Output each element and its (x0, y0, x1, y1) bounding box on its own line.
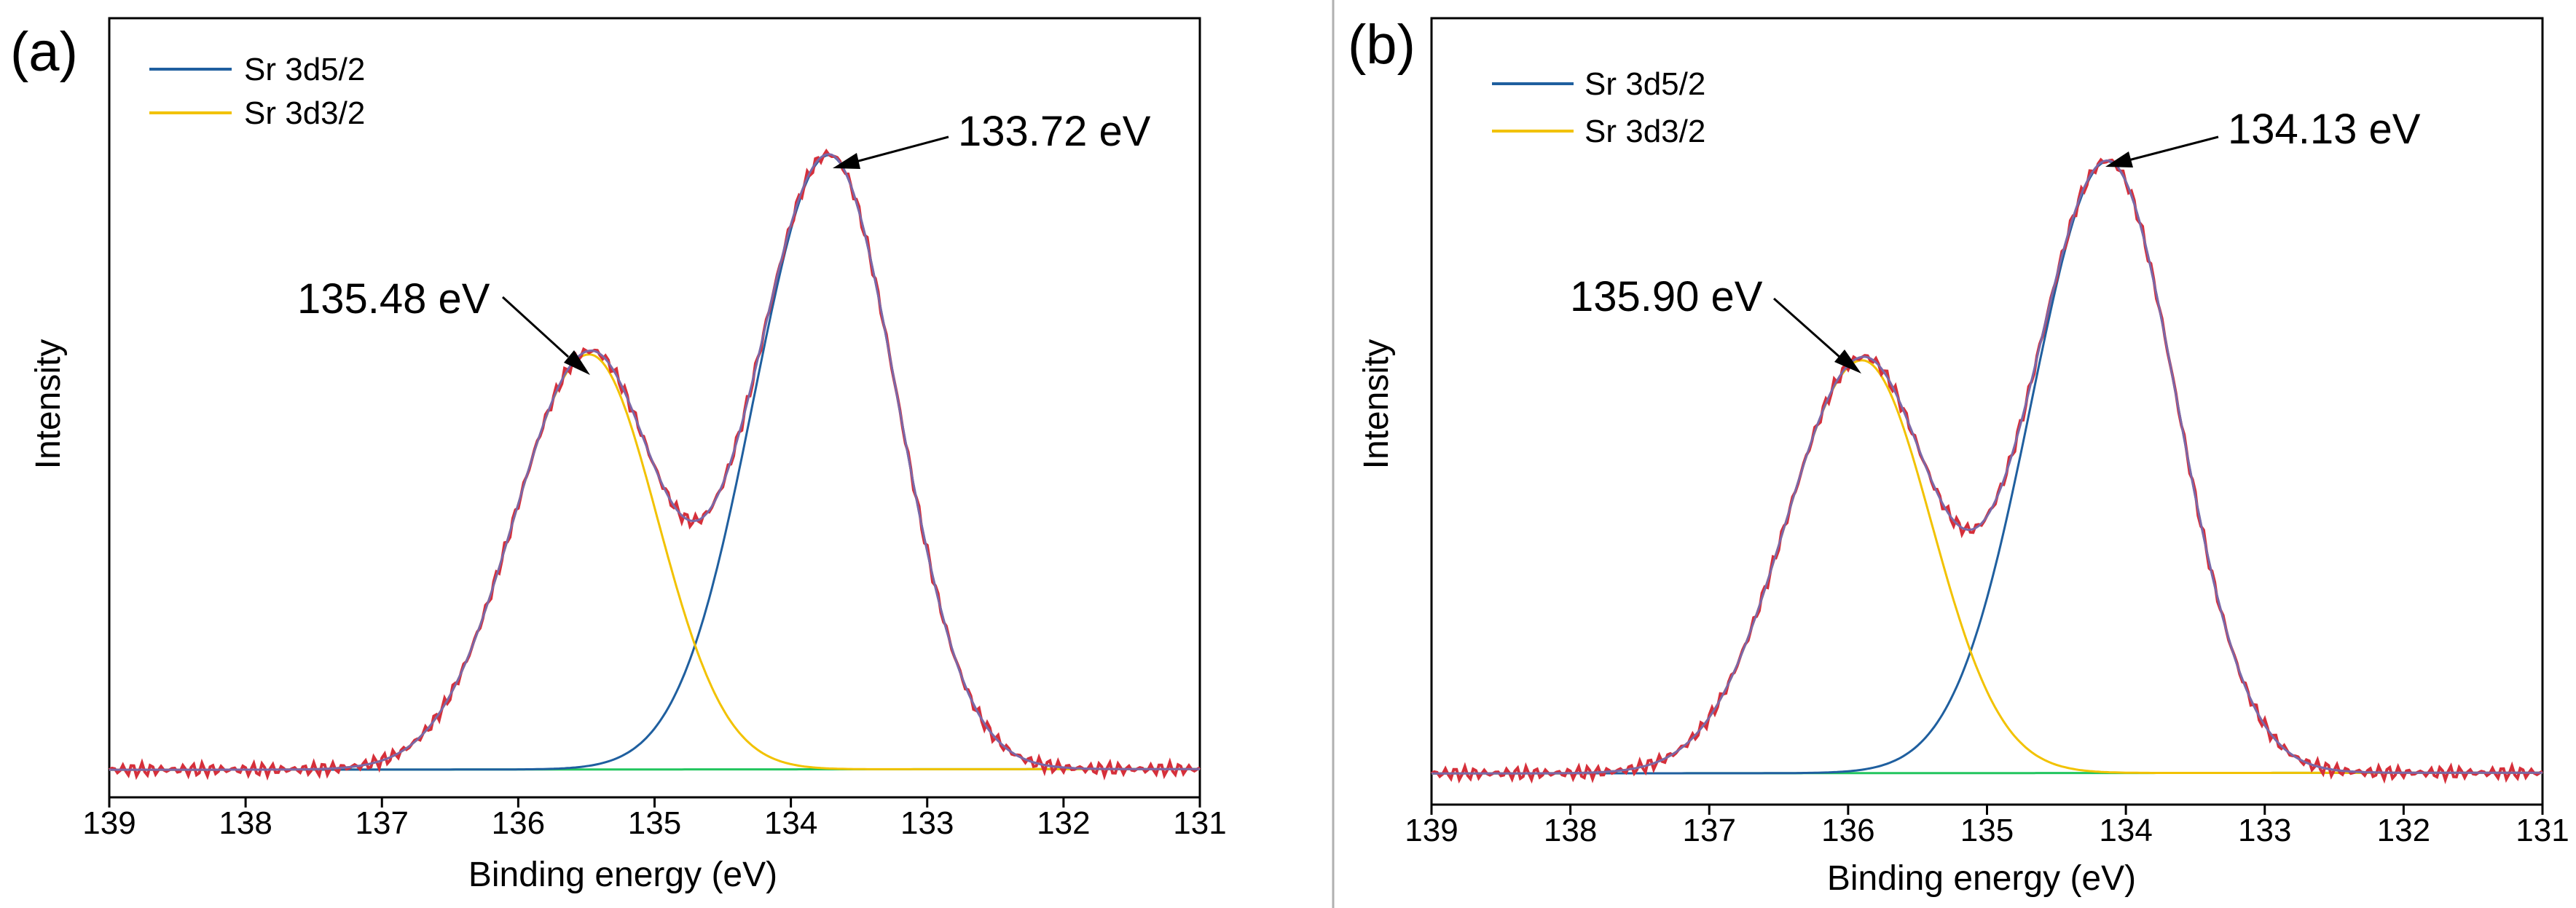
panel-a-tick-label-138: 138 (219, 805, 272, 841)
panel-b-x-axis-label: Binding energy (eV) (1827, 859, 2136, 898)
panel-b-legend-label-sr-3d5: Sr 3d5/2 (1585, 66, 1705, 102)
panel-a-legend-label-sr-3d5: Sr 3d5/2 (244, 52, 365, 87)
panel-b-legend: Sr 3d5/2 Sr 3d3/2 (1492, 66, 1705, 149)
panel-b-tick-label-135: 135 (1960, 813, 2014, 848)
panel-a-tick-label-139: 139 (82, 805, 136, 841)
panel-a-y-axis-label: Intensity (29, 339, 68, 470)
panel-b-legend-label-sr-3d3: Sr 3d3/2 (1585, 114, 1705, 149)
panel-b-annotation-134-13: 134.13 eV (2228, 106, 2421, 153)
panel-a: (a) 139 138 137 136 135 134 133 132 131 Binding … (10, 17, 1227, 894)
panel-b-tick-label-132: 132 (2377, 813, 2430, 848)
panel-b: (b) 139 138 137 136 135 134 133 132 131 Binding … (1348, 14, 2569, 898)
panel-a-tick-label-135: 135 (628, 805, 681, 841)
panel-a-series-sr-3d5-2 (109, 154, 1200, 771)
panel-b-tick-label-136: 136 (1821, 813, 1874, 848)
panel-a-arrowhead-135-48 (564, 350, 590, 375)
panel-b-arrowhead-135-90 (1834, 350, 1861, 374)
panel-a-x-axis-label: Binding energy (eV) (468, 856, 777, 894)
panel-b-annotation-135-90: 135.90 eV (1570, 273, 1763, 320)
panel-a-x-axis: 139 138 137 136 135 134 133 132 131 (82, 797, 1227, 841)
panel-a-raw-data-line (109, 149, 1201, 781)
panel-b-series-sr-3d5-2 (1432, 160, 2542, 775)
panel-b-series-sr-3d3-2 (1432, 359, 2542, 775)
panel-a-arrowhead-133-72 (833, 153, 860, 169)
panel-b-label: (b) (1348, 14, 1415, 76)
panel-a-label: (a) (10, 21, 78, 83)
panel-b-arrow-135-90 (1773, 297, 1840, 358)
panel-b-tick-label-134: 134 (2099, 813, 2152, 848)
panel-a-tick-label-133: 133 (900, 805, 954, 841)
panel-a-arrow-133-72 (855, 135, 949, 163)
panel-b-plot-area (1430, 157, 2543, 784)
panel-a-annotation-135-48: 135.48 eV (297, 275, 490, 323)
panel-a-legend: Sr 3d5/2 Sr 3d3/2 (149, 52, 365, 131)
panel-b-x-axis: 139 138 137 136 135 134 133 132 131 (1405, 805, 2569, 848)
panel-b-tick-label-139: 139 (1405, 813, 1458, 848)
panel-a-legend-label-sr-3d3: Sr 3d3/2 (244, 95, 365, 131)
panel-a-tick-label-136: 136 (492, 805, 545, 841)
panel-a-series-sr-3d3-2 (109, 353, 1200, 771)
panel-b-envelope-fit-line (1432, 159, 2542, 775)
panel-b-tick-label-137: 137 (1683, 813, 1736, 848)
panel-b-tick-label-138: 138 (1544, 813, 1597, 848)
panel-b-tick-label-131: 131 (2516, 813, 2569, 848)
panel-a-annotation-133-72: 133.72 eV (958, 108, 1151, 155)
panel-b-y-axis-label: Intensity (1357, 339, 1396, 470)
panel-b-tick-label-133: 133 (2238, 813, 2291, 848)
panel-b-arrowhead-134-13 (2105, 151, 2133, 167)
panel-b-raw-data-line (1430, 157, 2543, 784)
panel-a-envelope-fit-line (109, 153, 1200, 771)
panel-a-tick-label-137: 137 (356, 805, 409, 841)
panel-a-tick-label-134: 134 (764, 805, 817, 841)
panel-a-plot-area (109, 149, 1201, 781)
panel-a-tick-label-131: 131 (1173, 805, 1226, 841)
panel-a-arrow-135-48 (501, 296, 570, 358)
panel-a-tick-label-132: 132 (1037, 805, 1090, 841)
panel-b-arrow-134-13 (2128, 135, 2219, 162)
